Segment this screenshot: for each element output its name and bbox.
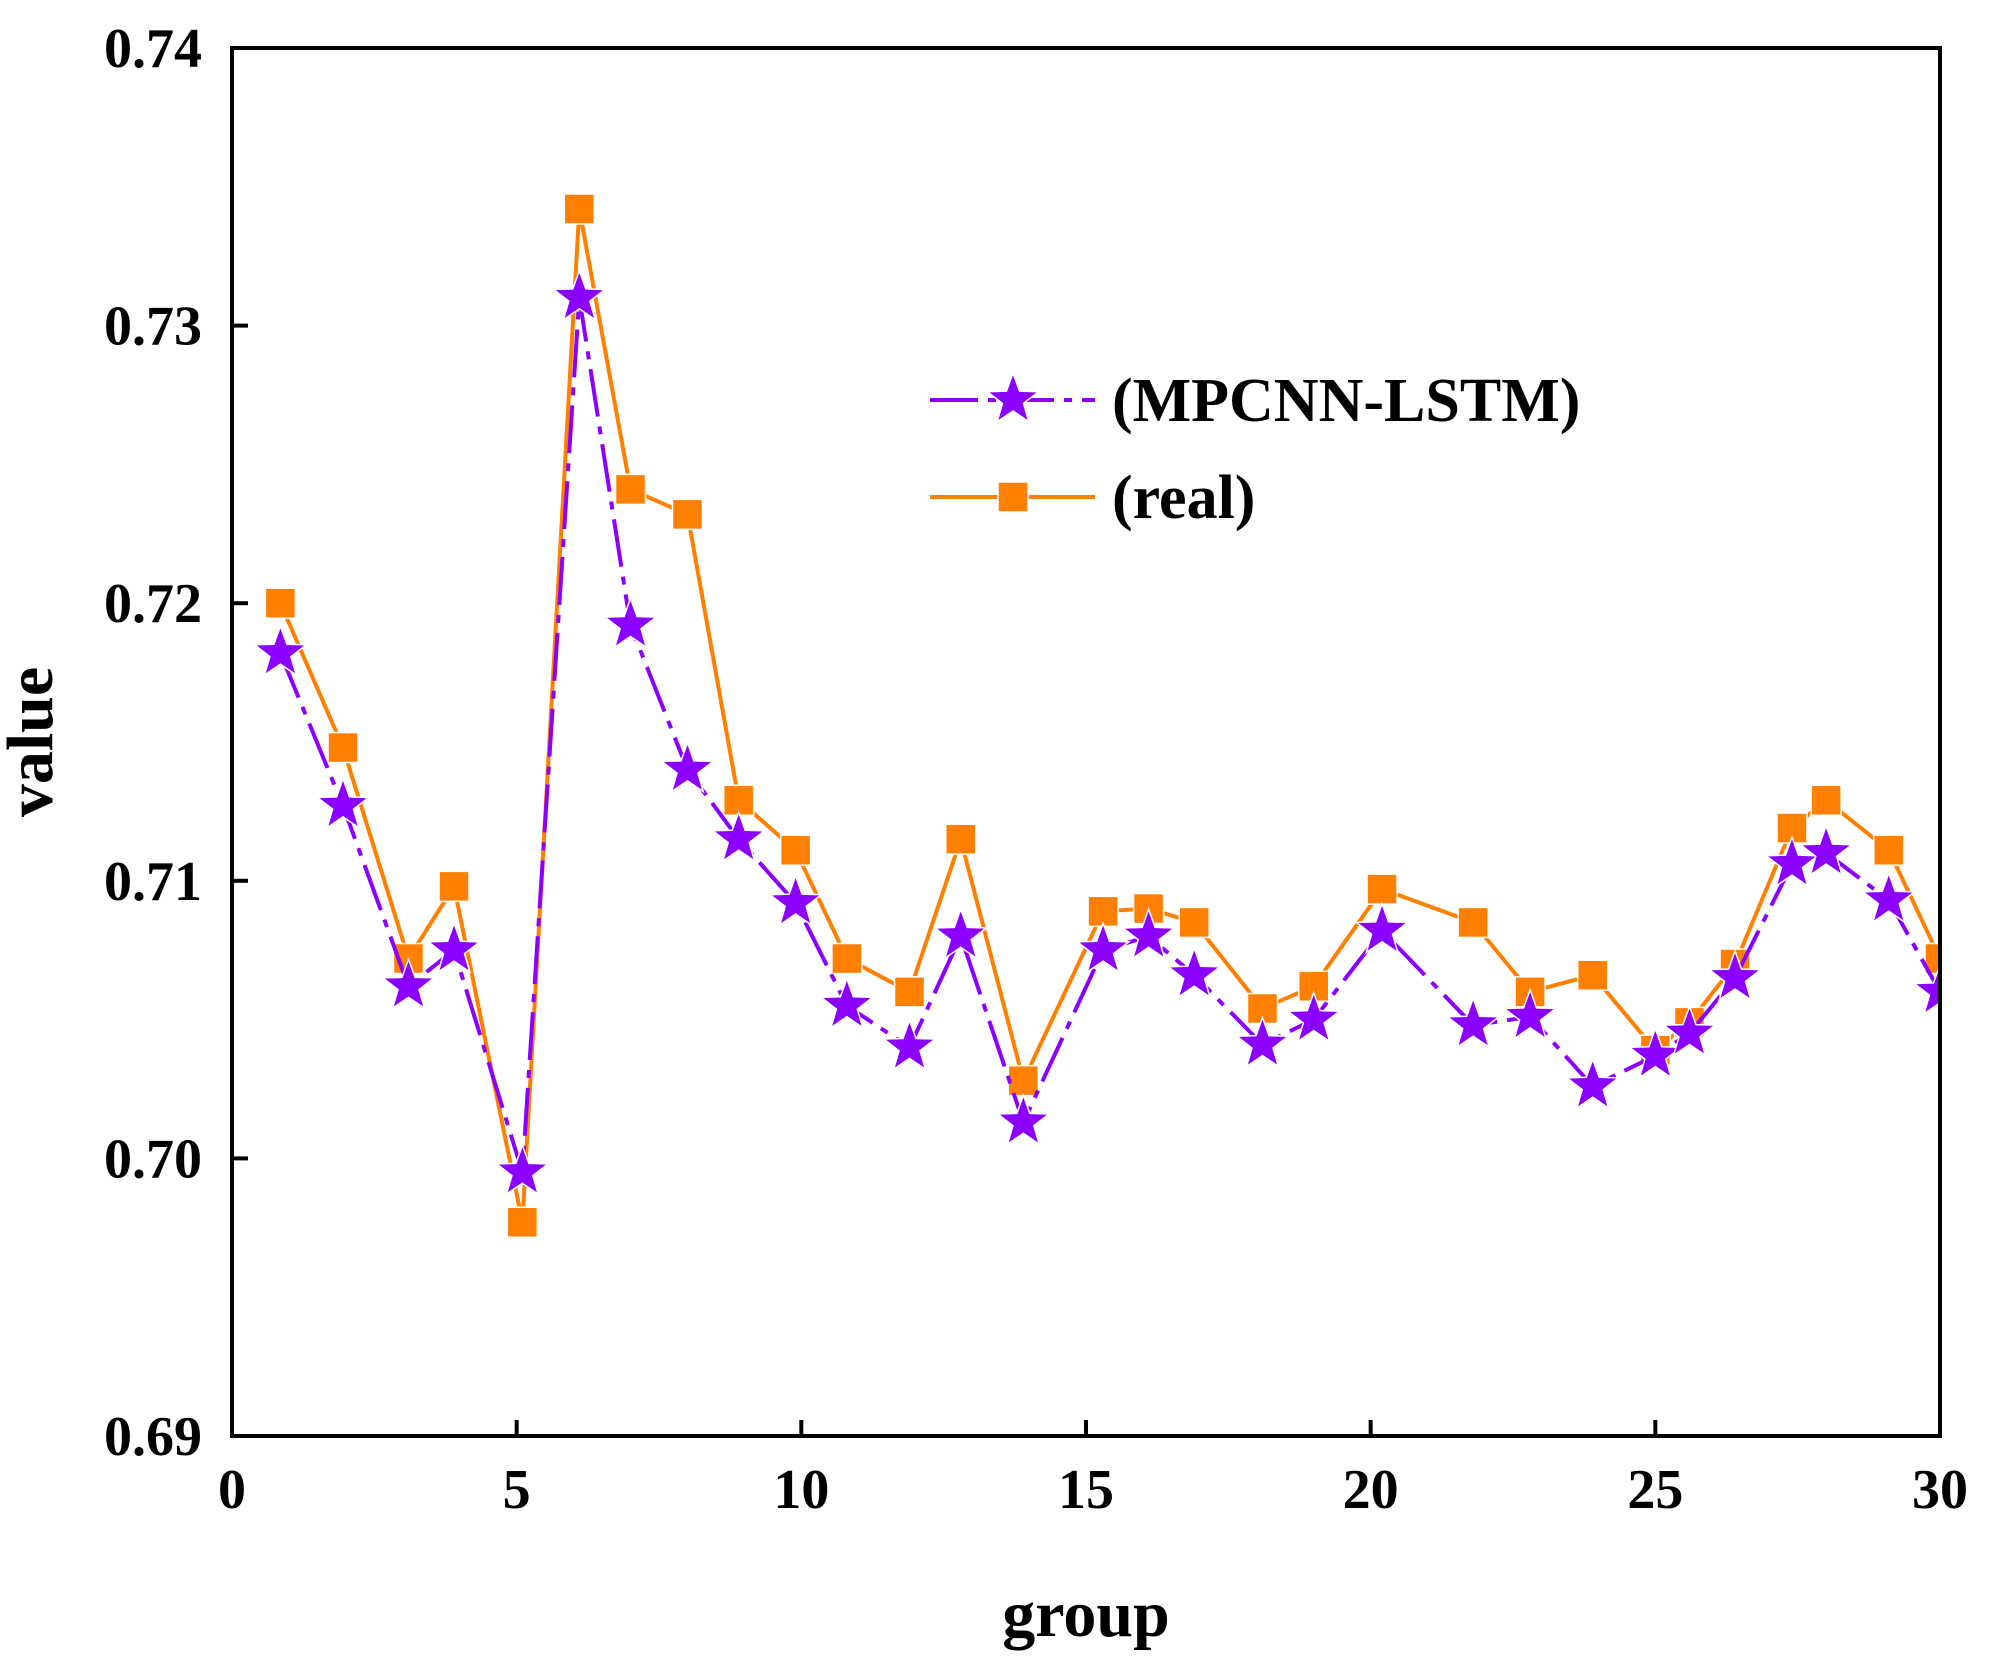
legend-label: (MPCNN-LSTM) xyxy=(1112,367,1580,435)
x-tick-label: 5 xyxy=(503,1459,531,1521)
mpcnn-lstm-point xyxy=(995,1093,1052,1147)
real-point xyxy=(831,942,863,975)
real-point xyxy=(779,834,812,867)
x-tick-label: 20 xyxy=(1343,1459,1399,1521)
y-axis-title: value xyxy=(0,667,67,817)
mpcnn-lstm-point xyxy=(932,907,989,961)
real-point xyxy=(438,870,470,903)
real-point xyxy=(1873,834,1905,867)
mpcnn-lstm-point xyxy=(1661,1004,1718,1058)
real-point xyxy=(1178,906,1210,939)
legend-label: (real) xyxy=(1112,464,1255,532)
real-point xyxy=(1576,959,1609,991)
y-tick-label: 0.73 xyxy=(104,296,202,358)
real-point xyxy=(1810,784,1842,817)
mpcnn-lstm-point xyxy=(767,873,824,927)
real-point xyxy=(614,473,647,506)
y-tick-label: 0.69 xyxy=(104,1406,202,1468)
legend-item-real: (real) xyxy=(930,464,1255,532)
mpcnn-lstm-point xyxy=(426,920,482,974)
mpcnn-lstm-point xyxy=(551,268,608,322)
real-point xyxy=(506,1206,539,1238)
real-point xyxy=(944,823,977,855)
real-point xyxy=(327,731,359,764)
mpcnn-lstm-point xyxy=(494,1143,551,1196)
mpcnn-lstm-point xyxy=(1912,962,1940,1016)
mpcnn-lstm-point xyxy=(710,809,767,863)
mpcnn-lstm-point xyxy=(602,596,659,650)
mpcnn-lstm-point xyxy=(819,976,875,1030)
mpcnn-lstm-point xyxy=(252,623,309,677)
mpcnn-lstm-point xyxy=(1120,907,1177,961)
mpcnn-lstm-point xyxy=(1798,823,1854,877)
mpcnn-lstm-point xyxy=(1445,995,1501,1049)
mpcnn-lstm-point xyxy=(1354,901,1410,955)
mpcnn-lstm-point xyxy=(659,740,716,794)
mpcnn-lstm-point xyxy=(1627,1026,1684,1080)
real-point xyxy=(1366,873,1398,905)
mpcnn-lstm-point xyxy=(1860,870,1917,924)
y-tick-label: 0.70 xyxy=(104,1128,202,1190)
y-tick-label: 0.74 xyxy=(104,18,202,80)
mpcnn-lstm-point xyxy=(1075,920,1131,974)
mpcnn-lstm-point xyxy=(1564,1056,1621,1110)
real-point xyxy=(893,976,926,1008)
mpcnn-lstm-point xyxy=(315,776,371,830)
real-point xyxy=(264,587,297,619)
x-tick-label: 25 xyxy=(1627,1459,1683,1521)
mpcnn-lstm-point xyxy=(1166,945,1223,999)
legend-square-marker xyxy=(997,481,1029,513)
y-tick-label: 0.72 xyxy=(104,573,202,635)
mpcnn-lstm-point xyxy=(380,957,437,1010)
legend-item-mpcnn-lstm: (MPCNN-LSTM) xyxy=(930,367,1580,435)
x-tick-label: 30 xyxy=(1912,1459,1968,1521)
plot-area-frame xyxy=(230,46,1942,1438)
x-axis-title: group xyxy=(1002,1578,1170,1651)
mpcnn-lstm-point xyxy=(1502,987,1558,1041)
real-point xyxy=(1457,906,1489,939)
real-point xyxy=(671,498,704,531)
x-tick-label: 10 xyxy=(773,1459,829,1521)
legend-star-marker xyxy=(985,370,1041,424)
mpcnn-lstm-point xyxy=(1285,990,1342,1044)
mpcnn-lstm-point xyxy=(1707,948,1763,1002)
mpcnn-lstm-point xyxy=(881,1018,938,1071)
y-tick-label: 0.71 xyxy=(104,851,202,913)
real-point xyxy=(1924,942,1940,975)
x-tick-label: 0 xyxy=(218,1459,246,1521)
mpcnn-lstm-point xyxy=(1234,1015,1291,1069)
x-tick-label: 15 xyxy=(1058,1459,1114,1521)
real-point xyxy=(563,193,596,225)
mpcnn-lstm-point xyxy=(1764,834,1820,888)
real-point xyxy=(1007,1064,1040,1097)
